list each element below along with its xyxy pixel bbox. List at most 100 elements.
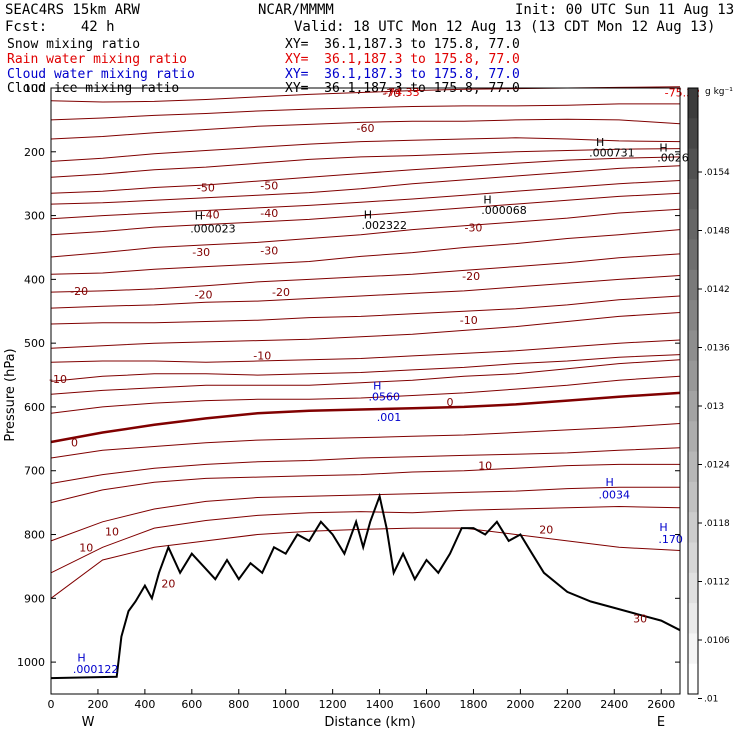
- isotherm-line: [50, 118, 681, 140]
- max-label: H: [596, 136, 604, 149]
- x-tick-label: 1000: [272, 698, 300, 711]
- max-label: H: [373, 379, 381, 392]
- terrain-profile: [50, 492, 681, 680]
- x-tick-label: 0: [48, 698, 55, 711]
- isotherm-line: [50, 180, 681, 220]
- isotherm-label: -20: [195, 289, 213, 302]
- isotherm-label: -40: [260, 207, 278, 220]
- isotherm-label: 10: [79, 541, 93, 554]
- isotherm-line: [50, 312, 681, 349]
- plot-frame: [50, 87, 681, 695]
- isotherm-line: [50, 447, 681, 484]
- isotherm-line: [50, 156, 681, 194]
- colorbar-segment: [688, 633, 698, 665]
- x-tick-label: 2600: [647, 698, 675, 711]
- y-axis-label: Pressure (hPa): [3, 348, 18, 441]
- org-title: NCAR/MMMM: [258, 2, 334, 18]
- isotherm-line: [50, 148, 681, 178]
- x-end-label-west: W: [82, 715, 95, 730]
- colorbar-frame: [687, 87, 699, 695]
- colorbar-segment: [688, 663, 698, 695]
- legend-rain-label: Rain water mixing ratio: [7, 52, 188, 67]
- colorbar-label: .0154: [704, 168, 730, 178]
- max-label: .000731: [589, 146, 635, 159]
- colorbar-label: .0136: [704, 344, 730, 354]
- isotherm-label: 10: [105, 525, 119, 538]
- colorbar-segment: [688, 360, 698, 392]
- isotherm-label: 20: [161, 578, 175, 591]
- isotherm-line: [50, 359, 681, 395]
- max-label: -74.33: [384, 86, 419, 99]
- x-axis-label: Distance (km): [324, 715, 415, 730]
- forecast-hour: Fcst: 42 h: [5, 19, 115, 35]
- colorbar-label: .013: [704, 402, 724, 412]
- colorbar-segment: [688, 451, 698, 483]
- isotherm-line: [50, 229, 681, 275]
- max-label: .000122: [73, 663, 119, 676]
- x-tick-label: 1800: [459, 698, 487, 711]
- max-label: H: [364, 208, 372, 221]
- isotherm-line: [50, 527, 681, 599]
- colorbar-segment: [688, 603, 698, 634]
- colorbar-segment: [688, 330, 698, 362]
- isotherm-label: -20: [272, 286, 290, 299]
- y-tick-label: 300: [24, 210, 45, 223]
- colorbar-segment: [688, 512, 698, 543]
- x-tick-label: 1400: [366, 698, 394, 711]
- colorbar-segment: [688, 421, 698, 453]
- colorbar-segment: [688, 542, 698, 574]
- y-tick-label: 800: [24, 529, 45, 542]
- legend-cloudwater-label: Cloud water mixing ratio: [7, 67, 195, 82]
- max-label: .002322: [362, 219, 408, 232]
- x-tick-label: 400: [134, 698, 155, 711]
- isotherm-line: [50, 295, 681, 325]
- y-tick-label: 600: [24, 401, 45, 414]
- colorbar-segment: [688, 118, 698, 150]
- y-tick-label: 1000: [17, 656, 45, 669]
- isotherm-label: 30: [633, 613, 647, 626]
- max-label: .0560: [369, 391, 401, 404]
- isotherm-label: 20: [539, 523, 553, 536]
- legend-cloudwater-xy: XY= 36.1,187.3 to 175.8, 77.0: [285, 67, 520, 82]
- isotherm-label: -10: [253, 349, 271, 362]
- x-tick-label: 200: [87, 698, 108, 711]
- max-label: .000023: [190, 222, 236, 235]
- terrain-line: [50, 492, 681, 680]
- colorbar-segment: [688, 148, 698, 180]
- isotherm-label: 0: [446, 396, 453, 409]
- x-end-label-east: E: [657, 715, 665, 730]
- colorbar-segment: [688, 391, 698, 422]
- colorbar-unit: g kg⁻¹: [705, 87, 733, 97]
- colorbar-label: .0112: [704, 578, 730, 588]
- legend-rain-xy: XY= 36.1,187.3 to 175.8, 77.0: [285, 52, 520, 67]
- isotherm-label: -30: [192, 246, 210, 259]
- colorbar-label: .0142: [704, 285, 730, 295]
- colorbar-segment: [688, 300, 698, 331]
- isotherm-label: -30: [260, 245, 278, 258]
- colorbar-segment: [688, 178, 698, 210]
- isotherm-line: [50, 208, 681, 258]
- isotherm-label: -10: [460, 314, 478, 327]
- y-tick-label: 200: [24, 146, 45, 159]
- isotherm-line: [50, 275, 681, 309]
- max-label: H: [483, 194, 491, 207]
- colorbar-segment: [688, 269, 698, 301]
- isotherm-label: -60: [357, 122, 375, 135]
- max-label: H: [77, 652, 85, 665]
- isotherm-line: [50, 86, 681, 103]
- max-label: .000068: [481, 204, 527, 217]
- init-time: Init: 00 UTC Sun 11 Aug 13: [515, 2, 735, 18]
- isotherm-line: [50, 103, 680, 121]
- isotherm-label: 10: [478, 460, 492, 473]
- isotherm-label: -50: [260, 180, 278, 193]
- colorbar-segment: [688, 88, 698, 119]
- colorbar-label: .0106: [704, 636, 730, 646]
- isotherm-line: [50, 375, 681, 414]
- x-tick-label: 600: [181, 698, 202, 711]
- max-label: H: [605, 476, 613, 489]
- isotherm-line: [50, 165, 681, 205]
- colorbar-label: .01: [704, 695, 718, 705]
- y-tick-label: 400: [24, 273, 45, 286]
- colorbar-label: .0124: [704, 461, 730, 471]
